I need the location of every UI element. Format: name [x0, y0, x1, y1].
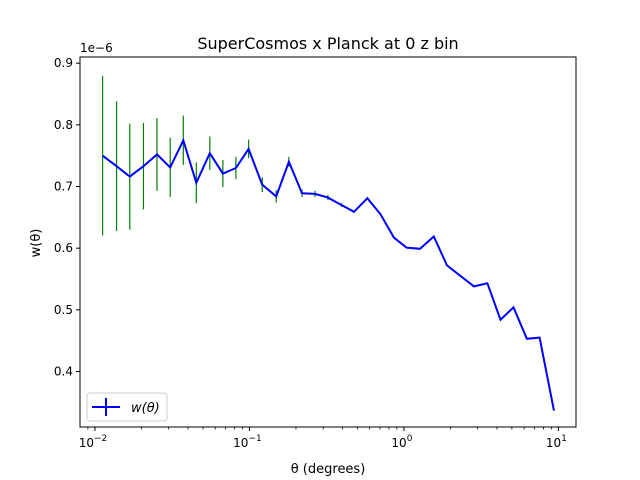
data-point: [393, 237, 395, 239]
chart-title: SuperCosmos x Planck at 0 z bin: [197, 34, 458, 53]
legend-label: w(θ): [131, 401, 160, 416]
data-point: [327, 197, 329, 199]
data-point: [500, 319, 502, 321]
y-offset-text: 1e−6: [80, 41, 113, 55]
data-point: [102, 155, 104, 157]
y-tick-label: 0.8: [54, 118, 73, 132]
data-point: [222, 173, 224, 175]
data-point: [209, 152, 211, 154]
data-point: [353, 211, 355, 213]
data-point: [406, 247, 408, 249]
data-point: [169, 166, 171, 168]
data-point: [182, 139, 184, 141]
data-point: [446, 264, 448, 266]
data-point: [235, 167, 237, 169]
data-point: [512, 306, 514, 308]
y-tick-label: 0.6: [54, 241, 73, 255]
data-point: [419, 248, 421, 250]
y-axis-label: w(θ): [29, 229, 44, 258]
y-tick-label: 0.7: [54, 180, 73, 194]
series-line: [101, 137, 555, 411]
data-point: [129, 176, 131, 178]
data-point: [248, 148, 250, 150]
data-point: [486, 282, 488, 284]
data-point: [539, 337, 541, 339]
data-point: [156, 153, 158, 155]
y-tick-label: 0.4: [54, 365, 73, 379]
y-tick-label: 0.9: [54, 56, 73, 70]
data-point: [195, 182, 197, 184]
data-point: [379, 213, 381, 215]
data-point: [433, 235, 435, 237]
data-point: [301, 192, 303, 194]
legend: w(θ): [86, 392, 168, 422]
data-point: [473, 285, 475, 287]
axes-frame: [79, 56, 577, 428]
data-point: [261, 184, 263, 186]
data-point: [526, 338, 528, 340]
data-point: [553, 409, 555, 411]
data-point: [142, 165, 144, 167]
data-point: [366, 197, 368, 199]
data-point: [275, 195, 277, 197]
data-point: [288, 161, 290, 163]
data-point: [116, 165, 118, 167]
x-axis-label: θ (degrees): [291, 462, 366, 477]
y-tick-label: 0.5: [54, 303, 73, 317]
data-point: [340, 204, 342, 206]
data-point: [314, 193, 316, 195]
